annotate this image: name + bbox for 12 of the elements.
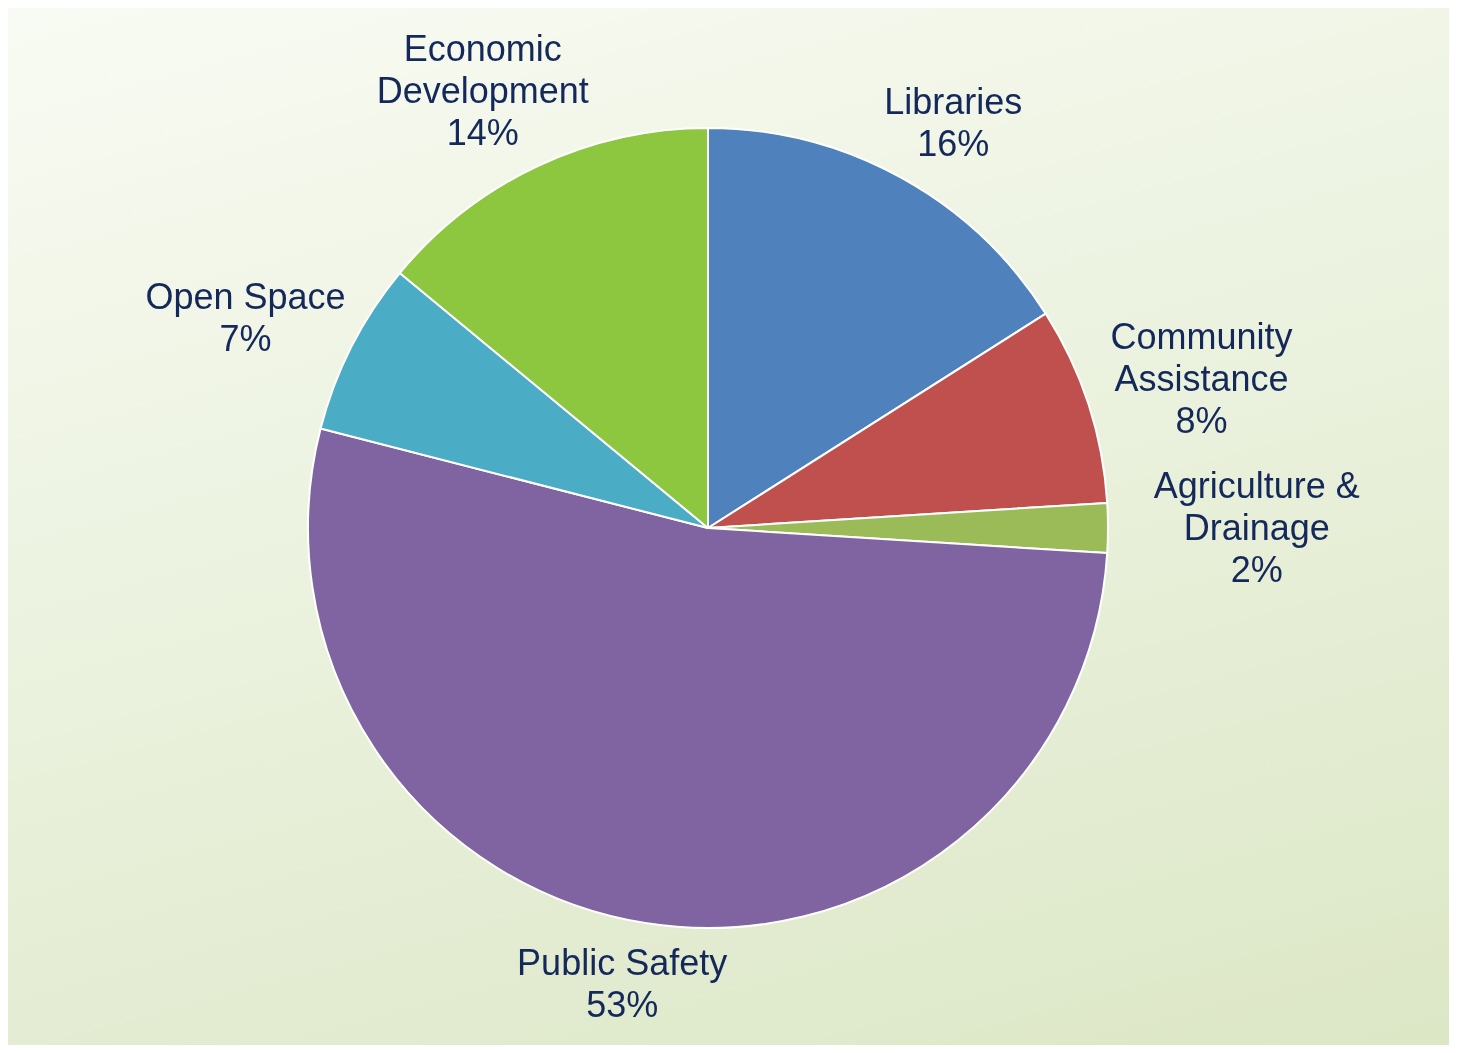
data-label: 7%: [219, 318, 272, 360]
data-label: 16%: [917, 122, 990, 164]
data-label: 14%: [446, 111, 519, 153]
slice-label: Public Safety: [517, 942, 728, 984]
slice-label: Agriculture & Drainage: [1153, 464, 1360, 548]
data-label: 53%: [586, 984, 659, 1026]
slice-label: Libraries: [884, 80, 1023, 122]
slice-label: Open Space: [145, 276, 346, 318]
data-label: 8%: [1175, 399, 1228, 441]
data-label: 2%: [1230, 548, 1283, 590]
slice-label: Community Assistance: [1110, 315, 1293, 399]
slice-label: Economic Development: [376, 27, 589, 111]
